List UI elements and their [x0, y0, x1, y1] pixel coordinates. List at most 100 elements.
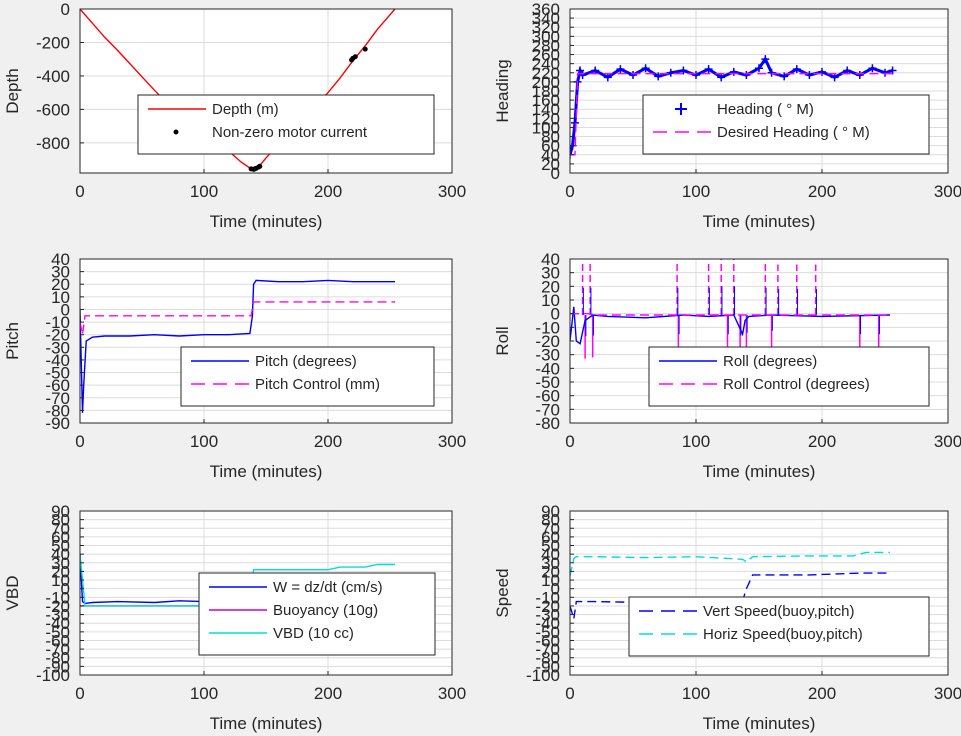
- x-tick-label: 100: [682, 182, 710, 201]
- plus-marker: [603, 73, 612, 82]
- y-tick-label: -60: [535, 631, 560, 650]
- y-tick-label: -60: [535, 387, 560, 406]
- y-tick-label: -90: [535, 657, 560, 676]
- chart-panel-2: 0 100 200 300020406080100120140160180200220…: [493, 0, 961, 231]
- y-tick-label: 0: [61, 580, 70, 599]
- legend-box: [628, 596, 930, 657]
- y-tick-label: -40: [535, 614, 560, 633]
- x-tick-label: 0: [565, 182, 574, 201]
- x-tick-label: 300: [934, 182, 961, 201]
- y-tick-label: -10: [45, 313, 70, 332]
- legend-label: Roll Control (degrees): [723, 376, 870, 393]
- y-tick-label: 70: [541, 519, 560, 538]
- legend-label: Buoyancy (10g): [273, 602, 378, 619]
- y-tick-label: -70: [45, 389, 70, 408]
- y-axis-label: Depth: [3, 68, 22, 113]
- plus-marker: [578, 71, 587, 80]
- y-tick-label: -40: [45, 351, 70, 370]
- y-tick-label: -80: [45, 649, 70, 668]
- y-tick-label: 20: [51, 275, 70, 294]
- plus-marker: [654, 72, 663, 81]
- y-tick-label: 80: [541, 128, 560, 147]
- plus-marker: [666, 68, 675, 77]
- y-tick-label: -80: [535, 414, 560, 433]
- y-tick-label: -80: [45, 401, 70, 420]
- plus-marker: [868, 64, 877, 73]
- y-tick-label: 20: [541, 277, 560, 296]
- data-layer: [80, 9, 396, 172]
- y-tick-label: 30: [51, 263, 70, 282]
- x-tick-label: 0: [75, 684, 84, 703]
- y-tick-label: -400: [36, 67, 70, 86]
- legend-label: Depth (m): [212, 101, 279, 118]
- legend-box: [137, 94, 435, 155]
- y-tick-label: 320: [532, 18, 560, 37]
- y-tick-label: 160: [532, 91, 560, 110]
- x-axis-label: Time (minutes): [703, 462, 816, 481]
- y-tick-label: -90: [45, 657, 70, 676]
- chart-panel-5: 0 100 200 3009080706050403020100-10-20-30-4…: [3, 502, 466, 733]
- series-line-2: [570, 551, 890, 576]
- y-axis-label: Pitch: [3, 322, 22, 360]
- x-tick-label: 0: [75, 432, 84, 451]
- y-tick-label: 90: [51, 502, 70, 521]
- plus-marker: [571, 118, 580, 127]
- plus-marker: [830, 73, 839, 82]
- y-tick-label: 40: [541, 545, 560, 564]
- plus-marker: [742, 71, 751, 80]
- plus-marker: [629, 71, 637, 80]
- plus-marker: [767, 68, 776, 77]
- x-axis-label: Time (minutes): [210, 714, 323, 733]
- y-tick-label: 240: [532, 55, 560, 74]
- y-tick-label: 80: [51, 511, 70, 530]
- legend: W = dz/dt (cm/s) Buoyancy (10g) VBD (10 cc…: [198, 572, 436, 656]
- x-tick-label: 100: [190, 182, 218, 201]
- y-tick-label: 200: [532, 73, 560, 92]
- legend-label: Non-zero motor current: [212, 124, 368, 141]
- y-tick-label: 50: [541, 537, 560, 556]
- legend-label: Heading ( ° M): [717, 101, 814, 118]
- y-tick-label: -70: [535, 400, 560, 419]
- legend: Pitch (degrees) Pitch Control (mm): [180, 346, 435, 407]
- y-tick-label: 280: [532, 36, 560, 55]
- y-tick-label: -70: [45, 640, 70, 659]
- y-tick-label: -80: [535, 649, 560, 668]
- y-axis-label: Heading: [493, 59, 512, 122]
- y-tick-label: 90: [541, 502, 560, 521]
- y-tick-label: 40: [541, 146, 560, 165]
- y-tick-label: 60: [541, 137, 560, 156]
- y-tick-label: -30: [45, 606, 70, 625]
- x-tick-label: 0: [75, 182, 84, 201]
- series-line-2: [570, 313, 890, 316]
- x-tick-label: 100: [190, 684, 218, 703]
- y-tick-label: -800: [36, 134, 70, 153]
- plus-marker: [855, 71, 864, 80]
- x-tick-label: 0: [565, 684, 574, 703]
- legend-label: Pitch (degrees): [255, 353, 357, 370]
- y-tick-label: 0: [551, 305, 560, 324]
- x-axis-label: Time (minutes): [703, 212, 816, 231]
- series-line-2: [80, 301, 395, 335]
- chart-panel-1: 0 100 200 300 0 -200 -400 -600 -800 Time (minutes…: [3, 0, 466, 231]
- x-tick-label: 200: [314, 182, 342, 201]
- y-tick-label: 100: [532, 118, 560, 137]
- y-tick-label: -30: [535, 606, 560, 625]
- x-tick-label: 100: [682, 432, 710, 451]
- y-tick-label: 20: [541, 562, 560, 581]
- y-tick-label: 0: [551, 164, 560, 183]
- y-tick-label: -50: [45, 364, 70, 383]
- y-tick-label: 30: [51, 554, 70, 573]
- y-tick-label: 80: [541, 511, 560, 530]
- y-tick-label: -90: [45, 414, 70, 433]
- series-line-1: [80, 9, 396, 170]
- x-tick-label: 300: [438, 684, 466, 703]
- y-tick-label: 300: [532, 27, 560, 46]
- x-tick-label: 300: [438, 182, 466, 201]
- plus-marker: [641, 64, 650, 73]
- plus-marker: [888, 66, 897, 75]
- y-tick-label: -40: [45, 614, 70, 633]
- y-tick-label: 30: [541, 264, 560, 283]
- x-tick-label: 0: [565, 432, 574, 451]
- x-tick-label: 200: [808, 684, 836, 703]
- legend-label: Horiz Speed(buoy,pitch): [703, 626, 863, 643]
